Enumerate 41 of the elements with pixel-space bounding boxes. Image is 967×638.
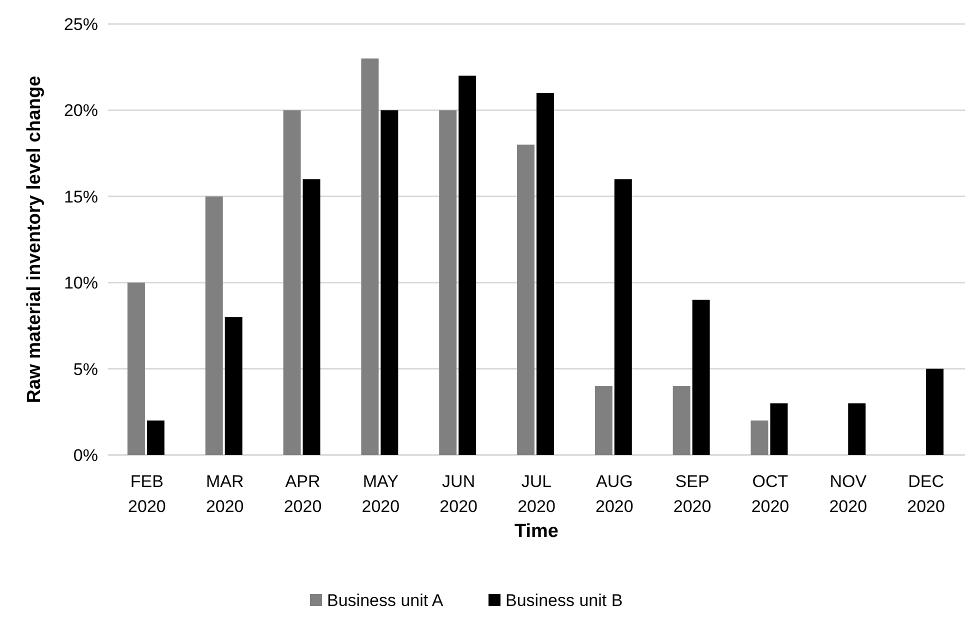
bar [692, 300, 710, 455]
bar [146, 420, 164, 455]
bar [770, 403, 788, 455]
bar [283, 110, 301, 455]
x-axis-title: Time [514, 521, 559, 542]
x-tick-label: NOV 2020 [829, 472, 868, 516]
y-tick-label: 10% [64, 274, 98, 293]
y-tick-label: 5% [73, 360, 98, 379]
x-tick-label: FEB 2020 [128, 472, 166, 516]
x-tick-label: MAR 2020 [206, 472, 244, 516]
bar [536, 92, 554, 455]
y-tick-label: 20% [64, 101, 98, 120]
legend-label: Business unit A [327, 590, 444, 610]
bar [926, 368, 944, 455]
bar [848, 403, 866, 455]
legend-label: Business unit B [506, 590, 623, 610]
bar [127, 282, 145, 455]
bar [302, 179, 320, 455]
bar [380, 110, 398, 455]
x-tick-label: JUN 2020 [440, 472, 478, 516]
y-tick-label: 0% [73, 446, 98, 465]
bar [458, 76, 476, 455]
bar [205, 196, 223, 455]
bar [439, 110, 457, 455]
bar [361, 58, 379, 455]
y-tick-label: 15% [64, 187, 98, 206]
x-tick-label: DEC 2020 [907, 472, 945, 516]
bar [750, 420, 768, 455]
x-tick-label: JUL 2020 [518, 472, 556, 516]
x-tick-label: OCT 2020 [751, 472, 790, 516]
bar [594, 386, 612, 455]
x-tick-label: MAY 2020 [362, 472, 400, 516]
y-axis-title: Raw material inventory level change [24, 76, 45, 404]
bar [224, 317, 242, 455]
x-tick-label: APR 2020 [284, 472, 322, 516]
x-tick-label: SEP 2020 [673, 472, 712, 516]
x-tick-label: AUG 2020 [595, 472, 634, 516]
y-tick-label: 25% [64, 14, 98, 34]
bar [614, 179, 632, 455]
bar [517, 144, 534, 455]
bar [672, 386, 690, 455]
